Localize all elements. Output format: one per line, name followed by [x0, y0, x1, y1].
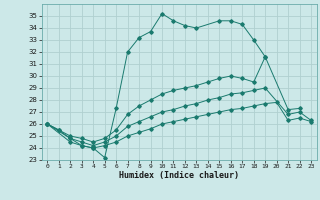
- X-axis label: Humidex (Indice chaleur): Humidex (Indice chaleur): [119, 171, 239, 180]
